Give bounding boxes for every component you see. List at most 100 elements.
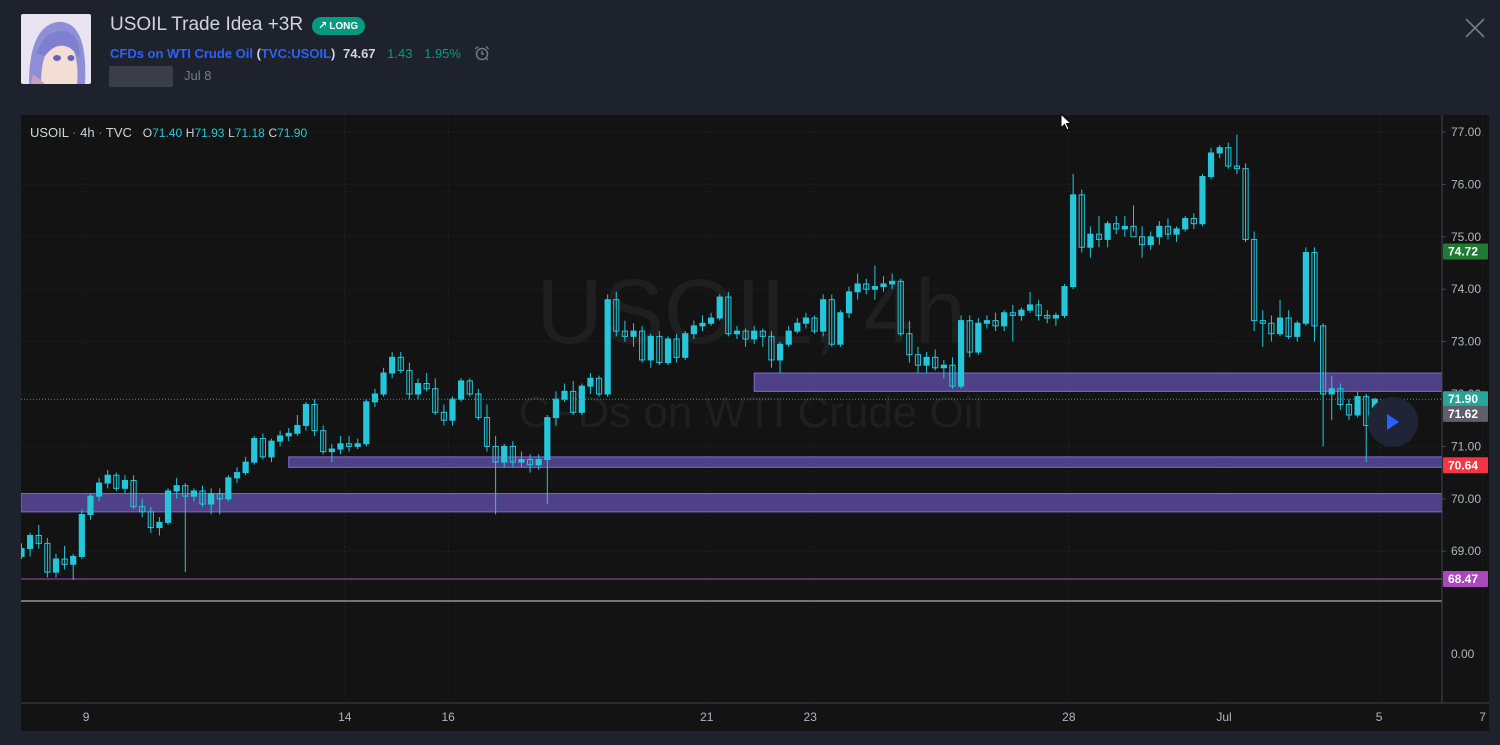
price-axis-badge-label: 68.47 — [1448, 572, 1478, 586]
candle-body — [21, 548, 25, 557]
symbol-name-link[interactable]: CFDs on WTI Crude Oil — [110, 45, 253, 61]
candle-body — [509, 445, 516, 463]
price-change-pct: 1.95% — [424, 45, 461, 61]
last-price: 74.67 — [343, 45, 376, 61]
candle-body — [1078, 194, 1085, 248]
legend-l-label: L — [228, 126, 235, 140]
legend-low: 71.18 — [234, 126, 265, 140]
candle-body — [164, 490, 172, 523]
candle-body — [871, 286, 878, 290]
candle-body — [1294, 322, 1301, 337]
price-axis-badge-label: 71.90 — [1448, 392, 1478, 406]
legend-interval: 4h — [80, 125, 95, 140]
symbol-line: CFDs on WTI Crude Oil (TVC:USOIL) 74.67 … — [110, 44, 491, 65]
candle-body — [1121, 225, 1128, 230]
candle-body — [552, 398, 560, 419]
candle-body — [199, 490, 206, 505]
price-axis-badge-label: 71.62 — [1448, 407, 1478, 421]
candle-body — [1044, 314, 1051, 319]
author-name-redacted[interactable] — [109, 66, 173, 87]
price-tick-label: 70.00 — [1451, 492, 1481, 506]
volume-tick-label: 0.00 — [1451, 647, 1475, 661]
price-tick-label: 71.00 — [1451, 439, 1481, 453]
candle-body — [1311, 252, 1318, 327]
time-tick-label: 9 — [83, 710, 90, 724]
candle-body — [466, 380, 473, 395]
candlestick-chart[interactable]: USOIL, 4h CFDs on WTI Crude Oil 77.00 76.00… — [21, 115, 1489, 731]
candle-body — [216, 493, 223, 500]
candle-body — [1216, 147, 1223, 154]
replay-play-button[interactable] — [1368, 397, 1418, 447]
candle-body — [52, 558, 60, 573]
candle-body — [863, 283, 870, 290]
candle-body — [1259, 320, 1266, 324]
candle-body — [1276, 317, 1284, 335]
candle-body — [725, 296, 732, 335]
candle-body — [570, 390, 577, 413]
watermark-symbol: USOIL, 4h — [536, 261, 966, 363]
candle-body — [690, 325, 697, 335]
candle-body — [1328, 388, 1335, 395]
candle-body — [794, 322, 801, 332]
candle-body — [432, 388, 439, 413]
close-icon — [1465, 18, 1485, 38]
legend-close: 71.90 — [277, 126, 308, 140]
candle-body — [647, 335, 654, 361]
candle-body — [733, 330, 741, 335]
candle-body — [328, 448, 335, 453]
time-tick-label: 28 — [1062, 710, 1076, 724]
candle-body — [225, 477, 232, 500]
candle-body — [130, 479, 137, 508]
alarm-clock-icon[interactable] — [473, 44, 491, 65]
candle-body — [889, 280, 896, 285]
candle-body — [242, 461, 249, 474]
candle-body — [1139, 236, 1146, 246]
candle-body — [423, 383, 430, 390]
candle-body — [1302, 252, 1309, 324]
candle-body — [1164, 225, 1172, 235]
candle-body — [147, 511, 154, 529]
candle-body — [483, 417, 491, 447]
chart-legend: USOIL · 4h · TVC O71.40 H71.93 L71.18 C7… — [30, 125, 308, 140]
price-axis-badge — [1443, 457, 1488, 474]
candle-body — [639, 330, 646, 361]
candle-body — [664, 338, 672, 364]
candle-body — [768, 335, 775, 361]
candle-body — [587, 377, 594, 387]
candle-body — [440, 411, 447, 421]
price-tick-label: 74.00 — [1451, 282, 1481, 296]
candle-body — [1087, 233, 1094, 248]
candle-body — [1225, 147, 1232, 167]
candle-body — [233, 472, 241, 479]
candle-body — [880, 283, 887, 288]
legend-c-label: C — [268, 126, 278, 140]
candle-body — [259, 438, 266, 458]
legend-source: TVC — [105, 125, 132, 140]
candle-body — [492, 445, 499, 463]
candle-body — [1363, 396, 1370, 426]
candle-body — [535, 459, 542, 466]
chart-panel[interactable]: USOIL, 4h CFDs on WTI Crude Oil 77.00 76.00… — [21, 115, 1489, 731]
long-badge: ↗ LONG — [312, 17, 366, 35]
candle-body — [716, 296, 723, 319]
candle-body — [1251, 238, 1258, 322]
candle-body — [1095, 233, 1103, 240]
zone-rectangle[interactable] — [288, 456, 1443, 468]
publish-date: Jul 8 — [184, 68, 212, 83]
price-change: 1.43 — [387, 45, 413, 61]
price-tick-label: 69.00 — [1451, 544, 1481, 558]
legend-h-label: H — [185, 126, 195, 140]
candle-body — [1242, 168, 1249, 240]
candle-body — [932, 356, 939, 369]
candle-body — [173, 485, 180, 492]
author-avatar[interactable] — [21, 14, 91, 84]
candle-body — [1233, 165, 1241, 170]
candle-body — [139, 506, 146, 513]
candle-body — [949, 364, 956, 387]
candle-body — [389, 356, 396, 374]
candle-body — [70, 555, 77, 565]
zone-rectangle[interactable] — [21, 493, 1443, 513]
candle-body — [742, 330, 749, 340]
symbol-code-link[interactable]: TVC:USOIL — [260, 45, 332, 61]
close-button[interactable] — [1463, 16, 1487, 40]
